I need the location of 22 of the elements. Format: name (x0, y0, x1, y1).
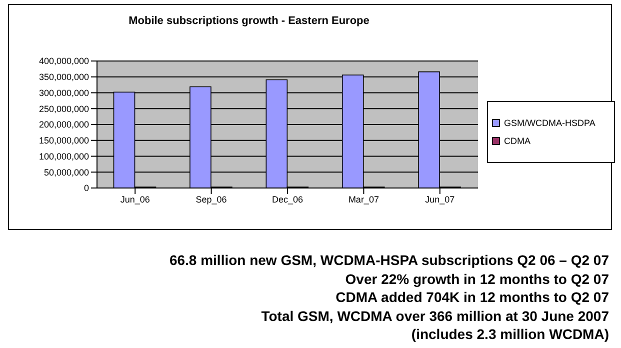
x-tick-label: Jun_06 (120, 194, 150, 204)
y-tick-label: 150,000,000 (38, 136, 89, 146)
y-tick-label: 350,000,000 (38, 72, 89, 82)
text: (includes 2.3 million WCDMA) (410, 325, 609, 344)
chart-title: Mobile subscriptions growth - Eastern Europe (128, 15, 370, 27)
y-tick-label: 200,000,000 (38, 120, 89, 130)
legend-label: CDMA (504, 136, 530, 146)
x-tick-label: Jun_07 (425, 194, 455, 204)
legend-label: GSM/WCDMA-HSDPA (504, 118, 596, 128)
y-tick-label: 0 (84, 183, 89, 194)
y-tick-label: 250,000,000 (38, 104, 89, 114)
text: 66.8 million new GSM, WCDMA-HSPA subscriptions Q2 06 – Q2 07 (169, 251, 609, 270)
text: Over 22% growth in 12 months to Q2 07 (344, 270, 609, 288)
y-tick-label: 50,000,000 (44, 167, 89, 178)
text: Total GSM, WCDMA over 366 million at 30 June 2007 (260, 306, 609, 325)
y-tick-label: 100,000,000 (38, 151, 89, 162)
x-tick-label: Dec_06 (272, 194, 304, 204)
x-tick-label: Sep_06 (196, 194, 227, 204)
y-tick-label: 400,000,000 (38, 56, 89, 66)
y-tick-label: 300,000,000 (38, 88, 89, 98)
x-tick-label: Mar_07 (348, 194, 379, 204)
text: CDMA added 704K in 12 months to Q2 07 (334, 288, 609, 306)
